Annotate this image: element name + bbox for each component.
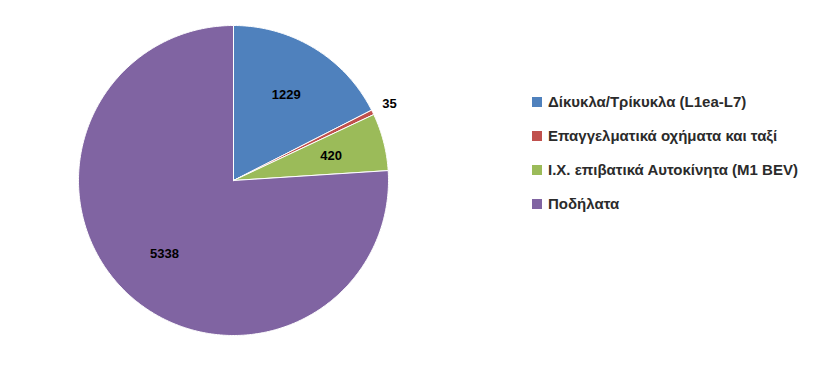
svg-text:35: 35 [382, 96, 396, 111]
svg-text:420: 420 [320, 148, 342, 163]
svg-text:1229: 1229 [272, 87, 301, 102]
html-text:Ι.Χ. επιβατικά Αυτοκίνητα (M1: Ι.Χ. επιβατικά Αυτοκίνητα (M1 BEV) [548, 161, 798, 178]
html-text:Ποδήλατα: Ποδήλατα [548, 195, 620, 212]
svg-text:5338: 5338 [150, 246, 179, 261]
html-text:Επαγγελματικά οχήματα και ταξί: Επαγγελματικά οχήματα και ταξί [548, 127, 778, 144]
html-text:Δίκυκλα/Τρίκυκλα (L1ea-L7): Δίκυκλα/Τρίκυκλα (L1ea-L7) [548, 93, 747, 110]
